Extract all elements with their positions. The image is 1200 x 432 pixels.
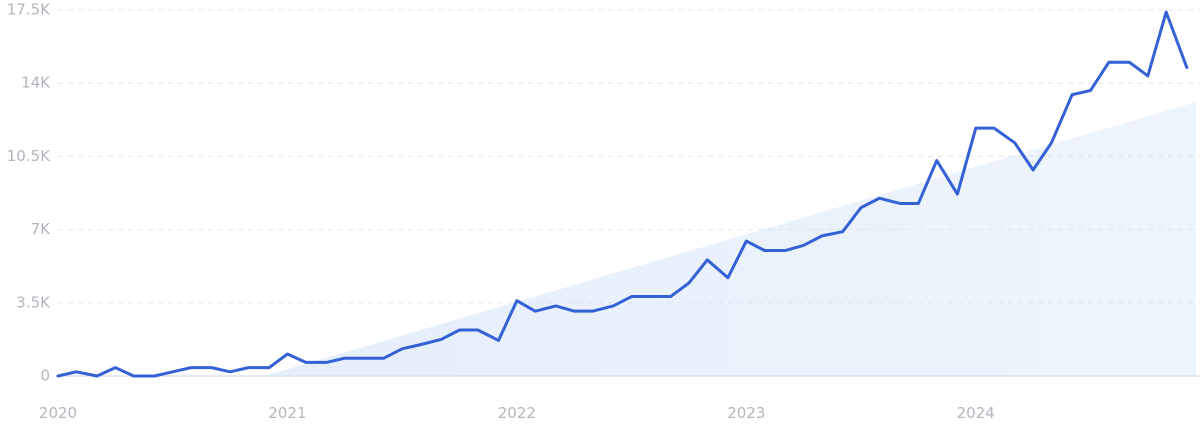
data-point: [210, 366, 213, 369]
x-axis: 2020 2021 2022 2023 2024: [39, 404, 995, 422]
data-point: [400, 347, 404, 351]
data-point: [974, 126, 977, 130]
y-tick-label: 10.5K: [7, 147, 51, 165]
data-point: [171, 370, 174, 374]
data-point: [784, 249, 787, 252]
data-point: [1089, 89, 1092, 92]
data-point: [286, 352, 289, 356]
data-point: [745, 239, 748, 243]
data-point: [669, 295, 672, 298]
y-tick-label: 17.5K: [7, 1, 51, 19]
data-point: [573, 309, 576, 313]
data-point: [554, 304, 558, 308]
data-point: [515, 299, 519, 302]
data-point: [247, 366, 250, 369]
data-point: [956, 192, 959, 196]
data-point: [419, 343, 422, 346]
x-tick-label: 2023: [727, 404, 765, 422]
data-point: [841, 230, 844, 233]
data-point: [878, 197, 881, 200]
data-point: [153, 374, 156, 378]
data-point: [1031, 168, 1035, 172]
data-point: [497, 339, 500, 342]
y-tick-label: 0: [40, 367, 50, 385]
series-line: [56, 10, 1189, 378]
data-point: [1128, 61, 1131, 64]
x-tick-label: 2021: [268, 404, 306, 422]
trend-layer: [264, 102, 1196, 376]
data-point: [56, 374, 60, 378]
data-point: [267, 366, 271, 369]
x-tick-label: 2022: [498, 404, 536, 422]
data-point: [1013, 141, 1016, 145]
data-point: [802, 244, 805, 247]
series-layer: [56, 10, 1189, 378]
data-point: [630, 295, 633, 298]
y-tick-label: 7K: [31, 220, 52, 238]
data-point: [95, 374, 99, 378]
data-point: [439, 338, 443, 341]
data-point: [476, 328, 480, 332]
data-point: [706, 258, 709, 262]
data-point: [1050, 141, 1053, 145]
data-point: [189, 366, 193, 369]
x-tick-label: 2020: [39, 404, 77, 422]
data-point: [935, 159, 938, 162]
data-point: [1164, 10, 1168, 14]
data-point: [458, 328, 461, 332]
data-point: [343, 357, 346, 360]
data-point: [820, 234, 824, 238]
data-point: [612, 304, 615, 308]
data-point: [228, 370, 232, 374]
data-point: [898, 202, 902, 205]
data-point: [992, 126, 996, 130]
data-point: [687, 281, 691, 285]
data-point: [361, 357, 365, 360]
data-point: [1107, 61, 1111, 64]
y-tick-label: 14K: [21, 74, 51, 92]
data-point: [75, 370, 78, 374]
data-point: [859, 206, 863, 209]
data-point: [304, 361, 307, 364]
data-point: [382, 357, 385, 360]
data-point: [1070, 93, 1074, 96]
data-point: [763, 249, 766, 252]
data-point: [591, 309, 594, 313]
trend-area: [264, 102, 1196, 376]
x-tick-label: 2024: [957, 404, 995, 422]
data-point: [132, 374, 135, 378]
data-point: [114, 366, 117, 369]
data-point: [917, 202, 920, 205]
data-point: [648, 295, 652, 298]
y-tick-label: 3.5K: [16, 293, 51, 311]
data-point: [726, 276, 730, 279]
data-point: [534, 309, 537, 313]
data-point: [1185, 66, 1189, 69]
data-point: [325, 361, 328, 364]
y-axis: 0 3.5K 7K 10.5K 14K 17.5K: [7, 1, 51, 385]
data-point: [1146, 74, 1150, 78]
